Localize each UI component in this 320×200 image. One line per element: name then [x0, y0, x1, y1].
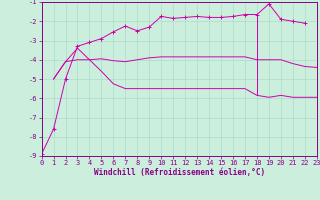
- X-axis label: Windchill (Refroidissement éolien,°C): Windchill (Refroidissement éolien,°C): [94, 168, 265, 177]
